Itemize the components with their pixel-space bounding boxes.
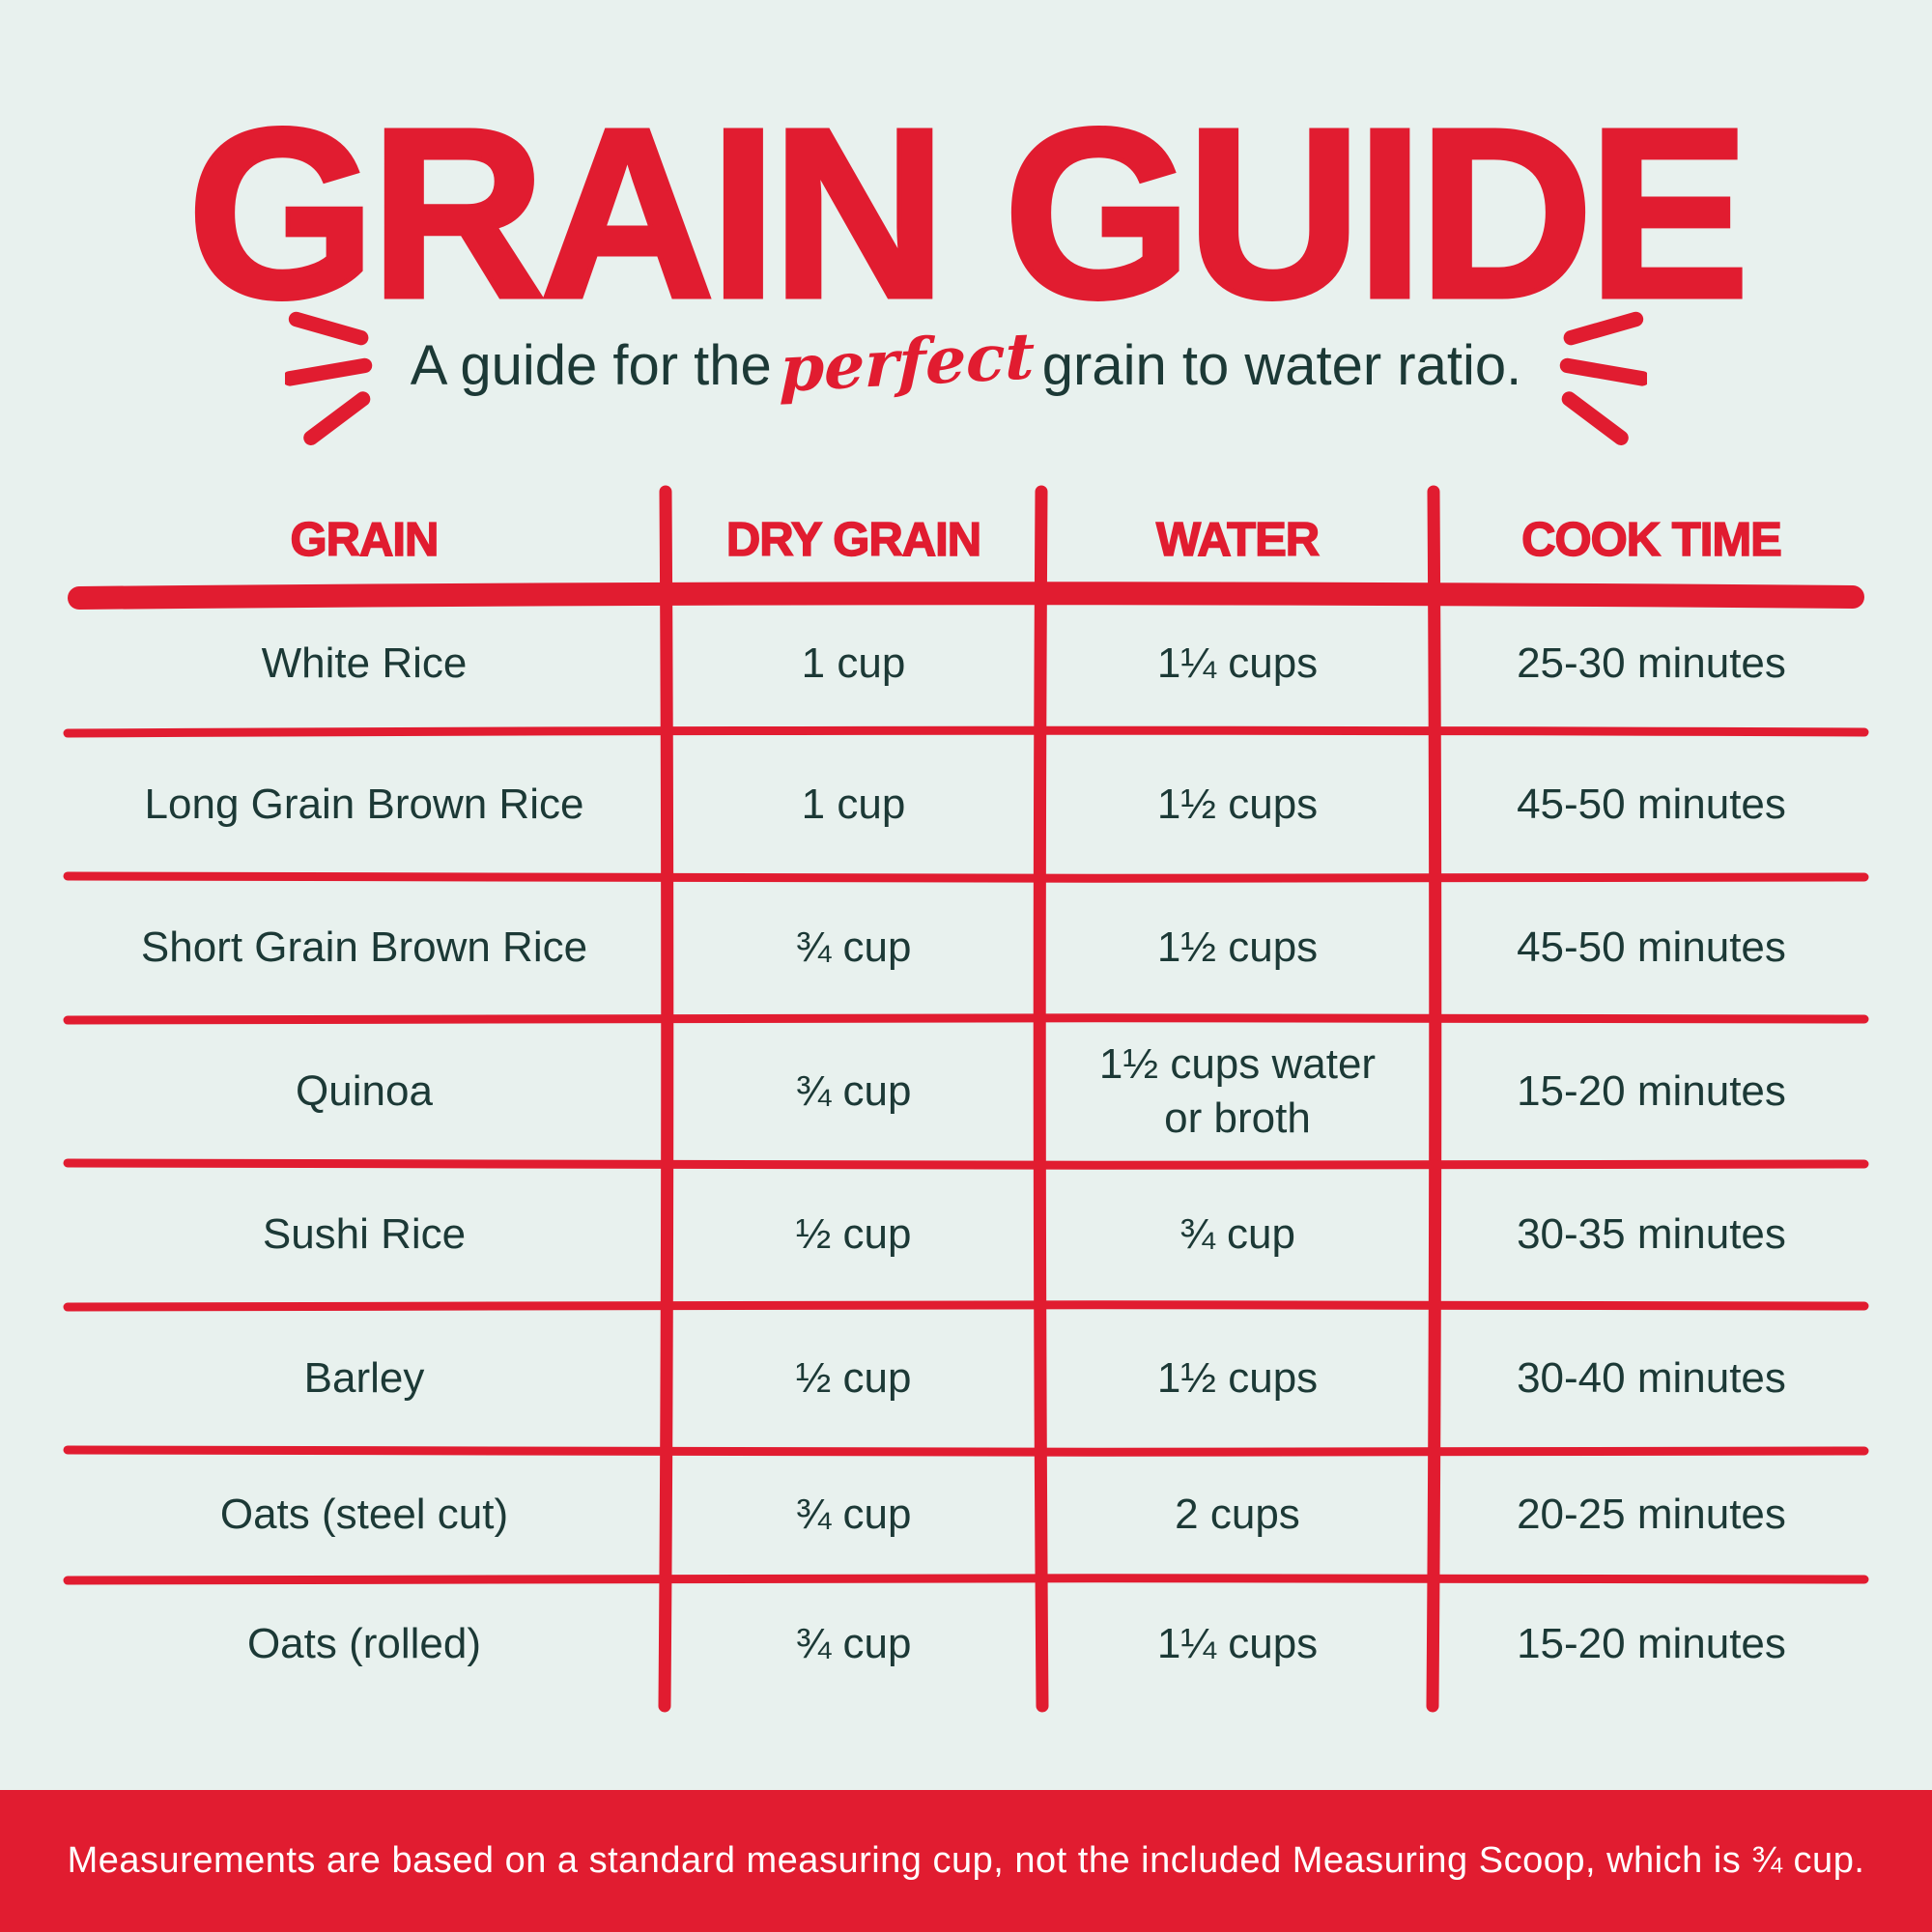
cook-time-cell: 25-30 minutes [1517, 639, 1786, 688]
grain-cell: White Rice [261, 639, 468, 688]
water-cell: 1¼ cups [1156, 1620, 1319, 1668]
dry-grain-cell: ¾ cup [795, 923, 912, 972]
emphasis-dashes-right-icon [1554, 303, 1651, 448]
water-cell: ¾ cup [1179, 1210, 1295, 1259]
dry-grain-cell: ¾ cup [795, 1066, 912, 1115]
column-header-grain: GRAIN [290, 513, 440, 567]
subtitle-prefix: A guide for the [410, 334, 772, 397]
emphasis-dashes-left-icon [281, 303, 378, 448]
dry-grain-cell: ½ cup [795, 1210, 912, 1259]
footer-banner: Measurements are based on a standard mea… [0, 1790, 1932, 1932]
grain-cell: Short Grain Brown Rice [140, 923, 588, 972]
page-title: GRAIN GUIDE [185, 78, 1752, 348]
grain-cell: Barley [303, 1353, 425, 1402]
dry-grain-cell: 1 cup [801, 780, 906, 828]
water-cell: 2 cups [1175, 1491, 1300, 1539]
grain-cell: Oats (steel cut) [219, 1491, 509, 1539]
cook-time-cell: 30-40 minutes [1517, 1353, 1786, 1402]
cook-time-cell: 15-20 minutes [1517, 1620, 1786, 1668]
subtitle-suffix: grain to water ratio. [1041, 334, 1522, 397]
subtitle-row: A guide for the perfect grain to water rat… [0, 290, 1932, 445]
grain-cell: Quinoa [296, 1066, 433, 1115]
subtitle-highlight: perfect [779, 318, 1036, 407]
water-cell: 1¼ cups [1156, 639, 1319, 688]
cook-time-cell: 45-50 minutes [1517, 780, 1786, 828]
column-header-water: WATER [1155, 513, 1321, 567]
water-cell: 1½ cups [1156, 1353, 1319, 1402]
dry-grain-cell: ¾ cup [795, 1491, 912, 1539]
grain-table: GRAIN DRY GRAIN WATER COOK TIME White Rice 1 … [63, 483, 1869, 1710]
dry-grain-cell: 1 cup [801, 639, 906, 688]
grain-cell: Oats (rolled) [246, 1620, 482, 1668]
dry-grain-cell: ¾ cup [795, 1620, 912, 1668]
dry-grain-cell: ½ cup [795, 1353, 912, 1402]
column-header-dry_grain: DRY GRAIN [725, 513, 982, 567]
water-cell: 1½ cups water or broth [1098, 1039, 1377, 1142]
cook-time-cell: 45-50 minutes [1517, 923, 1786, 972]
cook-time-cell: 30-35 minutes [1517, 1210, 1786, 1259]
subtitle: A guide for the perfect grain to water rat… [410, 318, 1522, 407]
water-cell: 1½ cups [1156, 923, 1319, 972]
cook-time-cell: 15-20 minutes [1517, 1066, 1786, 1115]
cook-time-cell: 20-25 minutes [1517, 1491, 1786, 1539]
water-cell: 1½ cups [1156, 780, 1319, 828]
grain-cell: Long Grain Brown Rice [144, 780, 584, 828]
column-header-cook_time: COOK TIME [1520, 513, 1782, 567]
grain-cell: Sushi Rice [262, 1210, 467, 1259]
footer-note: Measurements are based on a standard mea… [67, 1840, 1865, 1881]
